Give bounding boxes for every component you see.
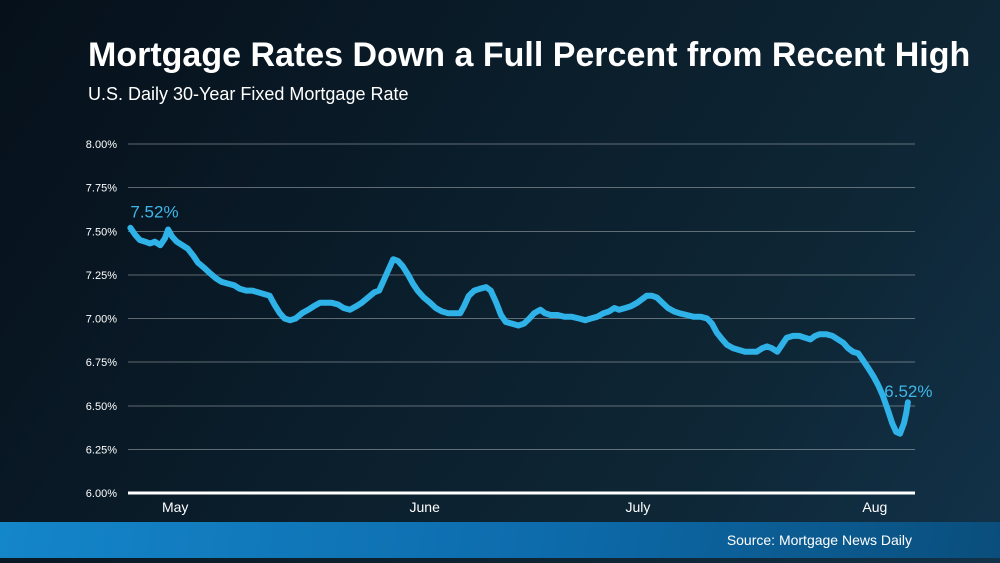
y-tick-label: 6.75% [86, 357, 117, 369]
chart-subtitle: U.S. Daily 30-Year Fixed Mortgage Rate [88, 84, 409, 104]
source-attribution: Source: Mortgage News Daily [726, 532, 912, 548]
y-tick-label: 6.00% [86, 488, 117, 500]
x-tick-label: Aug [862, 499, 887, 515]
y-tick-label: 7.75% [86, 183, 117, 195]
footer-bar: Source: Mortgage News Daily [0, 522, 1000, 558]
rate-annotation: 7.52% [130, 202, 178, 221]
y-tick-label: 6.25% [86, 444, 117, 456]
rate-line [127, 224, 911, 437]
page-title: Mortgage Rates Down a Full Percent from … [88, 36, 971, 74]
x-tick-label: July [626, 499, 651, 515]
y-tick-label: 8.00% [86, 139, 117, 151]
y-tick-label: 7.25% [86, 270, 117, 282]
rate-annotation: 6.52% [884, 382, 932, 401]
x-tick-label: May [162, 499, 188, 515]
y-tick-label: 7.50% [86, 226, 117, 238]
y-tick-label: 6.50% [86, 401, 117, 413]
y-tick-label: 7.00% [86, 314, 117, 326]
x-tick-label: June [410, 499, 441, 515]
